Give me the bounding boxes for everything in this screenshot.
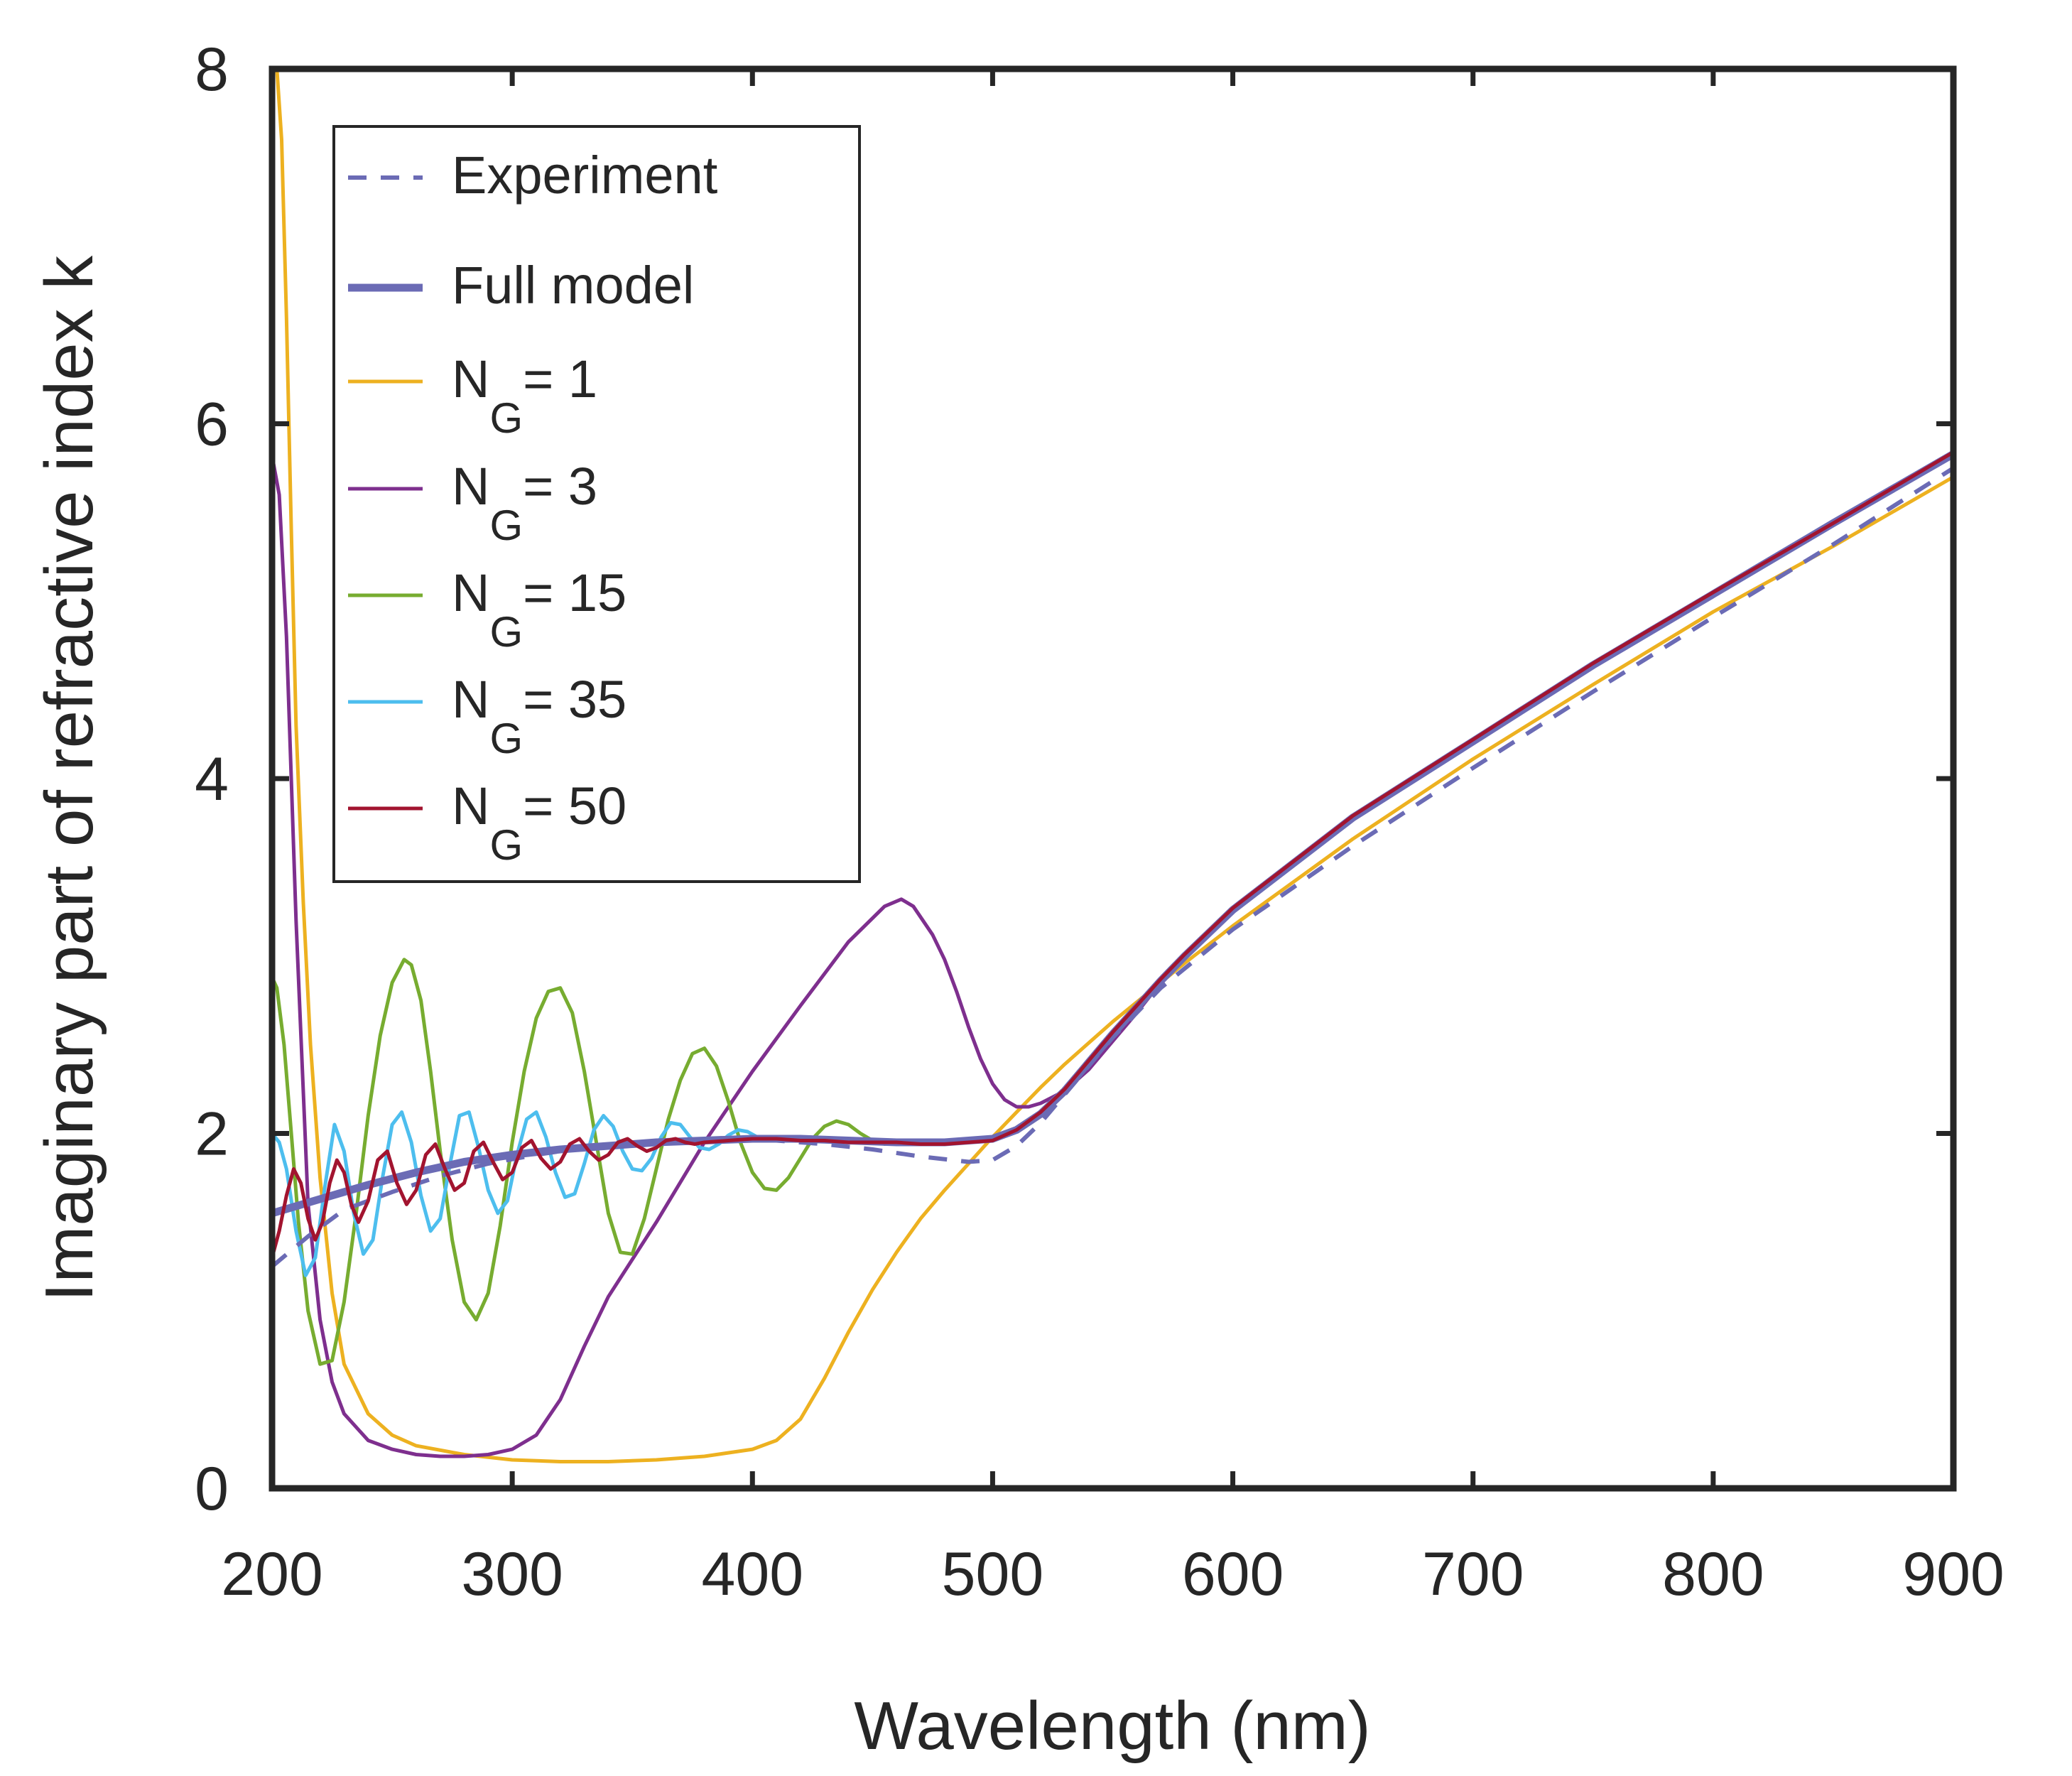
- series-layer: [272, 69, 1953, 1463]
- legend-label-3: NG= 3: [452, 457, 597, 549]
- y-axis-title: Imaginary part of refractive index k: [31, 255, 107, 1302]
- legend-label-2: NG= 1: [452, 350, 597, 442]
- x-tick-label: 800: [1662, 1540, 1764, 1608]
- legend-box: [332, 125, 861, 883]
- y-tick-label: 4: [195, 745, 229, 813]
- x-tick-label: 400: [702, 1540, 804, 1608]
- legend-label-main: N: [452, 563, 489, 622]
- legend-label-main: N: [452, 350, 489, 408]
- legend-label-main: N: [452, 457, 489, 516]
- legend-label-subscript: G: [489, 715, 523, 762]
- legend-label-0: Experiment: [452, 146, 718, 205]
- legend-label-value: = 15: [523, 563, 627, 622]
- legend-label-subscript: G: [489, 821, 523, 869]
- legend-label-4: NG= 15: [452, 563, 627, 656]
- legend-label-subscript: G: [489, 502, 523, 549]
- legend-label-main: Full model: [452, 256, 694, 315]
- x-tick-label: 500: [942, 1540, 1044, 1608]
- legend-label-subscript: G: [489, 394, 523, 442]
- legend-label-subscript: G: [489, 608, 523, 656]
- x-tick-label: 900: [1902, 1540, 2005, 1608]
- series-line-0: [272, 466, 1953, 1269]
- legend-label-main: N: [452, 670, 489, 729]
- legend-label-5: NG= 35: [452, 670, 627, 762]
- x-tick-label: 200: [221, 1540, 323, 1608]
- legend-label-main: N: [452, 776, 489, 835]
- legend-label-6: NG= 50: [452, 776, 627, 869]
- y-tick-label: 0: [195, 1455, 229, 1523]
- series-line-6: [272, 450, 1953, 1260]
- legend-label-value: = 50: [523, 776, 627, 835]
- x-tick-label: 600: [1182, 1540, 1284, 1608]
- legend-label-main: Experiment: [452, 146, 718, 205]
- x-tick-label: 700: [1422, 1540, 1524, 1608]
- legend-label-1: Full model: [452, 256, 694, 315]
- x-axis-title: Wavelength (nm): [854, 1688, 1370, 1764]
- tick-layer: 200 300 400 500 600 700 800 900 0 2 4 6 8: [195, 36, 2005, 1608]
- y-tick-label: 6: [195, 391, 229, 459]
- legend-label-value: = 35: [523, 670, 627, 729]
- legend-label-value: = 1: [523, 350, 597, 408]
- y-tick-label: 8: [195, 36, 229, 104]
- y-tick-label: 2: [195, 1100, 229, 1169]
- x-tick-label: 300: [461, 1540, 563, 1608]
- legend-label-value: = 3: [523, 457, 597, 516]
